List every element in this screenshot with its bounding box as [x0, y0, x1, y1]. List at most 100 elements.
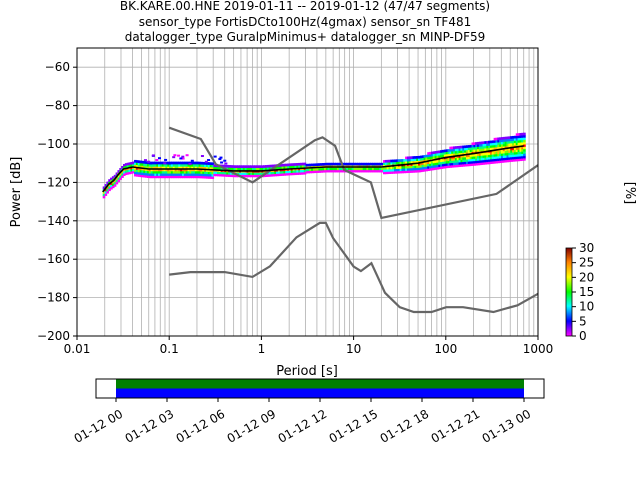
psd-cell	[209, 169, 213, 172]
psd-cell	[174, 170, 178, 174]
y-axis-label: Power [dB]	[9, 157, 24, 228]
psd-cell	[307, 168, 310, 172]
psd-cell	[506, 145, 510, 149]
psd-cell	[410, 158, 414, 162]
psd-cell	[469, 149, 473, 153]
psd-cell	[333, 167, 336, 171]
psd-cell	[392, 166, 395, 170]
psd-cell	[401, 170, 405, 174]
psd-cell	[233, 165, 237, 169]
psd-cell	[451, 151, 454, 154]
psd-cell	[250, 172, 253, 175]
psd-cell	[169, 166, 172, 169]
psd-cell	[475, 162, 478, 166]
psd-cell	[491, 140, 495, 144]
psd-cell	[523, 137, 526, 140]
psd-cell	[340, 167, 344, 171]
psd-cell	[456, 162, 460, 165]
psd-cell	[303, 164, 307, 168]
psd-cell	[141, 172, 145, 176]
psd-cell	[161, 173, 165, 176]
psd-cell	[364, 162, 368, 166]
psd-cell	[418, 160, 421, 164]
psd-cell	[309, 170, 312, 174]
psd-cell	[421, 159, 425, 163]
psd-cell	[266, 171, 270, 175]
psd-cell	[211, 176, 215, 179]
psd-cell	[128, 162, 132, 166]
psd-cell	[218, 171, 222, 175]
psd-cell	[353, 169, 357, 173]
psd-cell	[458, 155, 462, 158]
psd-cell	[471, 147, 475, 150]
psd-cell	[205, 169, 209, 172]
psd-cell	[501, 157, 504, 161]
psd-cell	[174, 161, 178, 165]
colorbar-tick-label: 5	[579, 314, 587, 328]
psd-cell	[172, 163, 176, 167]
psd-cell	[484, 159, 488, 163]
y-tick-label: −160	[37, 252, 70, 266]
psd-cell	[491, 156, 495, 160]
psd-cell	[403, 165, 406, 169]
psd-cell	[305, 170, 309, 174]
psd-cell	[486, 154, 489, 158]
psd-cell	[111, 183, 115, 186]
psd-cell	[263, 174, 266, 178]
psd-cell	[515, 142, 519, 146]
psd-cell	[239, 165, 242, 169]
psd-cell	[276, 166, 279, 170]
psd-cell	[469, 154, 473, 157]
psd-cell	[161, 175, 165, 179]
psd-cell	[292, 172, 296, 176]
psd-cell	[165, 168, 168, 172]
psd-cell	[217, 171, 220, 175]
psd-cell	[484, 152, 488, 156]
psd-cell	[395, 168, 399, 172]
psd-cell	[458, 164, 462, 168]
psd-cell	[436, 159, 440, 163]
psd-cell	[223, 159, 227, 162]
psd-cell	[290, 170, 294, 173]
psd-cell	[467, 147, 471, 151]
psd-cell	[412, 156, 416, 159]
psd-cell	[377, 169, 381, 173]
psd-cell	[432, 151, 436, 155]
psd-cell	[495, 151, 499, 155]
psd-cell	[143, 165, 146, 169]
x-tick-label: 100	[434, 342, 457, 356]
psd-cell	[447, 153, 451, 157]
psd-cell	[454, 153, 458, 156]
psd-cell	[145, 175, 148, 178]
psd-cell	[213, 164, 216, 167]
psd-heatmap	[102, 132, 526, 199]
psd-cell	[484, 157, 488, 160]
psd-cell	[477, 160, 480, 164]
psd-cell	[207, 169, 211, 172]
psd-cell	[412, 170, 416, 173]
psd-cell	[436, 164, 440, 168]
nlnm-line	[169, 221, 538, 314]
psd-cell	[213, 171, 216, 174]
psd-cell	[508, 157, 511, 160]
psd-cell	[305, 168, 309, 172]
psd-cell	[362, 169, 366, 173]
psd-cell	[467, 154, 471, 157]
psd-cell	[204, 168, 207, 172]
psd-cell	[454, 150, 458, 154]
psd-cell	[414, 158, 417, 162]
psd-cell	[196, 175, 200, 179]
psd-cell	[159, 170, 163, 174]
psd-cell	[152, 163, 156, 167]
psd-cell	[519, 156, 523, 159]
psd-cell	[161, 166, 165, 169]
psd-cell	[235, 165, 239, 169]
psd-cell	[145, 163, 148, 167]
psd-cell	[141, 170, 145, 173]
psd-cell	[430, 156, 434, 159]
psd-cell	[266, 174, 270, 177]
psd-cell	[163, 163, 167, 167]
psd-cell	[456, 164, 460, 168]
psd-cell	[489, 152, 493, 155]
psd-cell	[152, 161, 156, 165]
